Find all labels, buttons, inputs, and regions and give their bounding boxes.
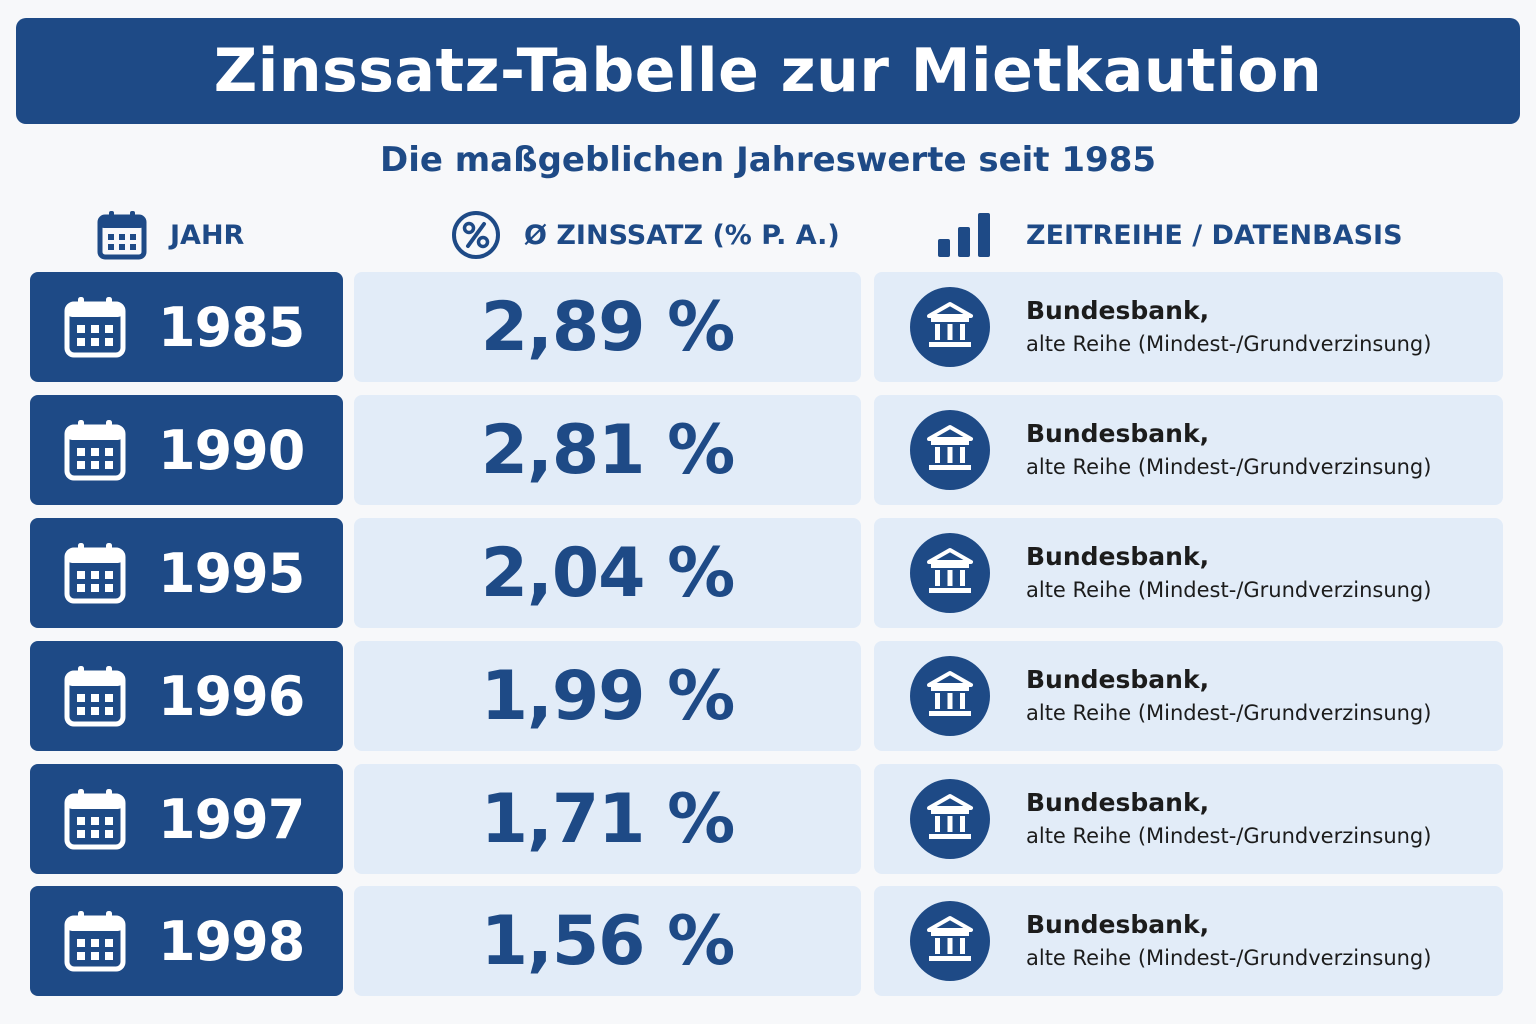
source-series: alte Reihe (Mindest-/Grundverzinsung) [1026,701,1432,725]
source-name: Bundesbank, [1026,910,1210,939]
rate-cell: 1,56 % [354,886,861,996]
calendar-icon [64,543,126,604]
header-year: JAHR [96,205,244,265]
source-text: Bundesbank, alte Reihe (Mindest-/Grundve… [1026,908,1431,974]
year-value: 1995 [158,541,305,605]
source-cell: Bundesbank, alte Reihe (Mindest-/Grundve… [874,518,1503,628]
source-cell: Bundesbank, alte Reihe (Mindest-/Grundve… [874,272,1503,382]
rate-cell: 1,71 % [354,764,861,874]
rate-cell: 2,04 % [354,518,861,628]
header-rate-label: Ø ZINSSATZ (% P. A.) [524,219,840,251]
source-name: Bundesbank, [1026,788,1210,817]
year-value: 1990 [158,418,305,482]
calendar-icon [64,911,126,972]
header-source: ZEITREIHE / DATENBASIS [936,205,1403,265]
table-row: 1996 1,99 % Bundesbank, alte Reihe (Mind… [0,641,1536,751]
source-text: Bundesbank, alte Reihe (Mindest-/Grundve… [1026,540,1431,606]
rate-cell: 2,81 % [354,395,861,505]
source-text: Bundesbank, alte Reihe (Mindest-/Grundve… [1026,663,1431,729]
calendar-icon [64,666,126,727]
source-text: Bundesbank, alte Reihe (Mindest-/Grundve… [1026,294,1431,360]
source-series: alte Reihe (Mindest-/Grundverzinsung) [1026,946,1432,970]
source-text: Bundesbank, alte Reihe (Mindest-/Grundve… [1026,417,1431,483]
calendar-icon [64,789,126,850]
title-banner: Zinssatz-Tabelle zur Mietkaution [16,18,1520,124]
source-cell: Bundesbank, alte Reihe (Mindest-/Grundve… [874,641,1503,751]
header-rate: Ø ZINSSATZ (% P. A.) [450,205,840,265]
table-row: 1990 2,81 % Bundesbank, alte Reihe (Mind… [0,395,1536,505]
table-row: 1997 1,71 % Bundesbank, alte Reihe (Mind… [0,764,1536,874]
source-series: alte Reihe (Mindest-/Grundverzinsung) [1026,455,1432,479]
source-name: Bundesbank, [1026,542,1210,571]
year-cell: 1998 [30,886,343,996]
source-text: Bundesbank, alte Reihe (Mindest-/Grundve… [1026,786,1431,852]
calendar-icon [64,297,126,358]
source-name: Bundesbank, [1026,665,1210,694]
source-name: Bundesbank, [1026,296,1210,325]
table-row: 1998 1,56 % Bundesbank, alte Reihe (Mind… [0,886,1536,996]
source-series: alte Reihe (Mindest-/Grundverzinsung) [1026,824,1432,848]
source-series: alte Reihe (Mindest-/Grundverzinsung) [1026,332,1432,356]
year-value: 1985 [158,295,305,359]
year-cell: 1996 [30,641,343,751]
rate-value: 2,04 % [480,533,736,613]
page-subtitle: Die maßgeblichen Jahreswerte seit 1985 [379,140,1157,180]
source-cell: Bundesbank, alte Reihe (Mindest-/Grundve… [874,395,1503,505]
year-value: 1998 [158,909,305,973]
bank-building-icon [910,779,990,859]
year-cell: 1995 [30,518,343,628]
bank-building-icon [910,287,990,367]
header-source-label: ZEITREIHE / DATENBASIS [1026,219,1403,251]
bar-chart-icon [938,213,990,257]
year-value: 1997 [158,787,305,851]
rate-value: 1,56 % [480,901,736,981]
year-cell: 1997 [30,764,343,874]
year-cell: 1990 [30,395,343,505]
rate-value: 2,81 % [480,410,736,490]
bank-building-icon [910,533,990,613]
calendar-icon [64,420,126,481]
rate-cell: 2,89 % [354,272,861,382]
calendar-icon [97,211,147,260]
source-name: Bundesbank, [1026,419,1210,448]
page-title: Zinssatz-Tabelle zur Mietkaution [213,36,1323,106]
source-cell: Bundesbank, alte Reihe (Mindest-/Grundve… [874,764,1503,874]
rate-value: 2,89 % [480,287,736,367]
bank-building-icon [910,656,990,736]
rate-cell: 1,99 % [354,641,861,751]
year-cell: 1985 [30,272,343,382]
source-cell: Bundesbank, alte Reihe (Mindest-/Grundve… [874,886,1503,996]
table-row: 1985 2,89 % Bundesbank, alte Reihe (Mind… [0,272,1536,382]
rate-value: 1,99 % [480,656,736,736]
year-value: 1996 [158,664,305,728]
header-year-label: JAHR [170,219,245,251]
bank-building-icon [910,410,990,490]
table-header: JAHR Ø ZINSSATZ (% P. A.) ZEITREIHE / DA… [0,205,1536,265]
table-row: 1995 2,04 % Bundesbank, alte Reihe (Mind… [0,518,1536,628]
percent-circle-icon [452,211,500,259]
rate-value: 1,71 % [480,779,736,859]
source-series: alte Reihe (Mindest-/Grundverzinsung) [1026,578,1432,602]
bank-building-icon [910,901,990,981]
